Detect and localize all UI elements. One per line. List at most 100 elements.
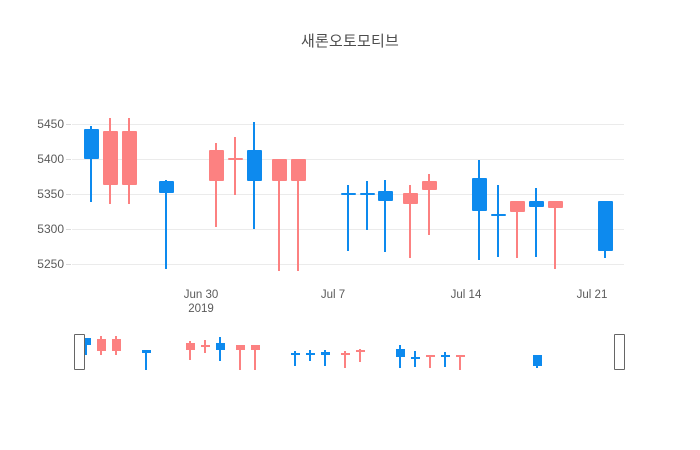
range-slider-candle-body — [111, 338, 121, 351]
candle-wick — [234, 136, 236, 196]
candle-wick — [516, 201, 518, 259]
range-slider-candlestick — [235, 330, 245, 376]
range-slider-candle-body — [250, 345, 260, 351]
range-slider-candle-wick — [344, 350, 346, 368]
range-slider-candlestick — [185, 330, 195, 376]
range-slider-candlestick — [440, 330, 450, 376]
range-slider-candlestick — [141, 330, 151, 376]
candle-body — [83, 128, 99, 159]
candlestick[interactable] — [377, 110, 393, 278]
candlestick[interactable] — [528, 110, 544, 278]
candlestick[interactable] — [227, 110, 243, 278]
range-slider-right-handle[interactable] — [614, 334, 625, 370]
candle-body — [271, 159, 287, 182]
candle-wick — [366, 181, 368, 231]
candle-body — [359, 192, 375, 195]
candle-body — [421, 181, 437, 191]
candle-wick — [90, 126, 92, 203]
range-slider[interactable] — [72, 330, 625, 376]
range-slider-candle-wick — [189, 341, 191, 361]
range-slider-candle-body — [355, 350, 365, 353]
candlestick[interactable] — [402, 110, 418, 278]
y-tick-mark — [66, 264, 71, 265]
candle-body — [290, 159, 306, 182]
gridline — [72, 159, 624, 160]
candle-body — [547, 201, 563, 208]
range-slider-candle-body — [305, 352, 315, 355]
candlestick[interactable] — [490, 110, 506, 278]
candle-body — [490, 213, 506, 216]
candlestick[interactable] — [246, 110, 262, 278]
range-slider-candle-body — [440, 354, 450, 357]
gridline — [72, 264, 624, 265]
candle-wick — [278, 159, 280, 271]
candle-wick — [347, 184, 349, 252]
range-slider-candle-body — [395, 349, 405, 357]
candlestick[interactable] — [471, 110, 487, 278]
range-slider-candle-wick — [359, 348, 361, 363]
range-slider-left-handle[interactable] — [74, 334, 85, 370]
x-tick-label: Jul 14 — [451, 288, 482, 302]
candlestick[interactable] — [509, 110, 525, 278]
candlestick[interactable] — [597, 110, 613, 278]
candle-body — [121, 131, 137, 185]
candlestick[interactable] — [547, 110, 563, 278]
range-slider-candle-wick — [459, 354, 461, 370]
range-slider-candle-wick — [309, 350, 311, 362]
y-tick-label: 5350 — [37, 187, 64, 201]
range-slider-candle-body — [200, 344, 210, 347]
candlestick[interactable] — [359, 110, 375, 278]
range-slider-candlestick — [395, 330, 405, 376]
candlestick[interactable] — [208, 110, 224, 278]
range-slider-candle-wick — [145, 349, 147, 370]
y-tick-label: 5250 — [37, 257, 64, 271]
candle-body — [227, 157, 243, 160]
range-slider-candlestick — [320, 330, 330, 376]
candle-wick — [428, 174, 430, 235]
candle-wick — [215, 142, 217, 227]
y-tick-mark — [66, 194, 71, 195]
range-slider-candlestick — [410, 330, 420, 376]
candlestick[interactable] — [158, 110, 174, 278]
x-tick-label: Jul 7 — [321, 288, 345, 302]
range-slider-candlestick — [81, 330, 91, 376]
candle-body — [509, 201, 525, 212]
gridline — [72, 124, 624, 125]
candlestick[interactable] — [290, 110, 306, 278]
range-slider-candle-wick — [429, 354, 431, 368]
candlestick[interactable] — [271, 110, 287, 278]
x-tick-label-primary: Jul 7 — [320, 289, 346, 301]
range-slider-candlestick — [455, 330, 465, 376]
range-slider-candle-body — [215, 343, 225, 351]
range-slider-candle-wick — [294, 350, 296, 366]
y-tick-label: 5450 — [37, 117, 64, 131]
range-slider-candlestick — [111, 330, 121, 376]
candle-body — [102, 131, 118, 185]
range-slider-candle-body — [410, 357, 420, 360]
range-slider-candle-body — [235, 345, 245, 351]
candlestick[interactable] — [340, 110, 356, 278]
range-slider-candle-body — [185, 343, 195, 351]
plot-area[interactable]: 5450 5400 5350 5300 5250 Jun 30 2019 Jul 7 Jul … — [37, 110, 624, 315]
candlestick[interactable] — [83, 110, 99, 278]
range-slider-candle-body — [532, 354, 542, 366]
chart-title: 새론오토모티브 — [300, 33, 399, 50]
range-slider-candle-body — [455, 354, 465, 357]
candlestick[interactable] — [121, 110, 137, 278]
candle-body — [471, 177, 487, 212]
candle-body — [246, 149, 262, 182]
candle-body — [597, 201, 613, 252]
y-tick-label: 5400 — [37, 152, 64, 166]
range-slider-candlestick — [215, 330, 225, 376]
x-tick-label-year: 2019 — [188, 303, 214, 315]
x-tick-label-primary: Jun 30 — [183, 289, 219, 301]
candlestick[interactable] — [421, 110, 437, 278]
range-slider-candlestick — [425, 330, 435, 376]
candle-body — [208, 149, 224, 182]
range-slider-candlestick — [290, 330, 300, 376]
range-slider-candle-body — [425, 354, 435, 357]
range-slider-candle-wick — [85, 337, 87, 355]
candle-body — [340, 192, 356, 195]
range-slider-candle-body — [81, 338, 91, 346]
candlestick[interactable] — [102, 110, 118, 278]
